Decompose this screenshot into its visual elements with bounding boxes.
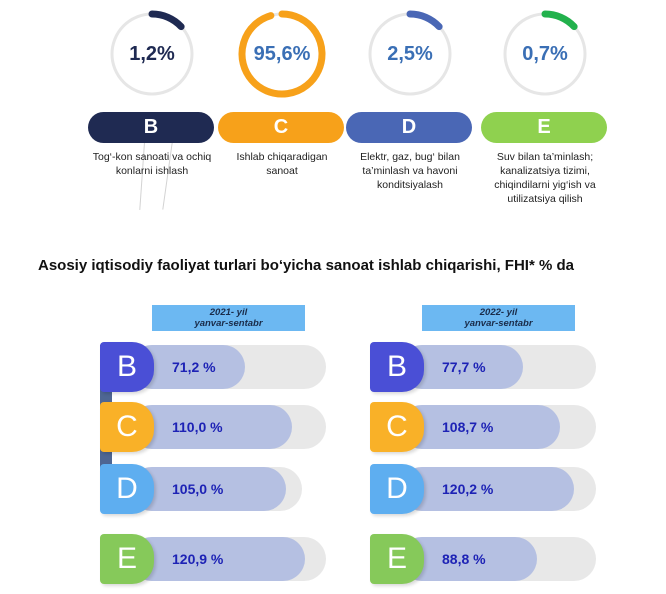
bar-row-e: E 88,8 %	[370, 534, 600, 584]
year-label: 2021- yil	[209, 307, 248, 318]
bar-row-e: E 120,9 %	[100, 534, 330, 584]
period-label: yanvar-sentabr	[194, 318, 263, 329]
category-badge-c: C	[370, 402, 424, 452]
donut-ring-e	[503, 10, 587, 96]
chart-2022: 2022- yil yanvar-sentabr B 77,7 % C 108,…	[370, 305, 610, 594]
bar-row-d: D 120,2 %	[370, 464, 600, 514]
section-description: Tog‘-kon sanoati va ochiq konlarni ishla…	[92, 151, 212, 177]
category-badge-c: C	[100, 402, 154, 452]
bar-value-label: 71,2 %	[172, 359, 216, 375]
year-label: 2022- yil	[479, 307, 518, 318]
share-value: 0,7%	[522, 42, 568, 65]
bar-fill-c	[400, 405, 560, 449]
section-pill-d: D	[346, 112, 472, 143]
bar-value-label: 88,8 %	[442, 551, 486, 567]
bar-row-b: B 77,7 %	[370, 342, 600, 392]
bar-row-b: B 71,2 %	[100, 342, 330, 392]
category-badge-b: B	[100, 342, 154, 392]
chart-2021: 2021- yil yanvar-sentabr B 71,2 % C 110,…	[100, 305, 340, 594]
bar-value-label: 108,7 %	[442, 419, 494, 435]
share-value: 95,6%	[253, 42, 311, 65]
section-pill-e: E	[481, 112, 607, 143]
section-description: Elektr, gaz, bug‘ bilan ta’minlash va ha…	[360, 151, 460, 191]
donut-ring-d	[368, 10, 452, 96]
indicator-d: 2,5% D Elektr, gaz, bug‘ bilan ta’minlas…	[346, 0, 474, 210]
chart-title: Asosiy iqtisodiy faoliyat turlari bo‘yic…	[38, 257, 574, 274]
year-header: 2022- yil yanvar-sentabr	[422, 305, 575, 331]
section-pill-c: C	[218, 112, 344, 143]
section-description: Ishlab chiqaradigan sanoat	[236, 151, 328, 177]
category-badge-d: D	[100, 464, 154, 514]
bar-value-label: 120,9 %	[172, 551, 224, 567]
bar-value-label: 77,7 %	[442, 359, 486, 375]
bar-value-label: 105,0 %	[172, 481, 224, 497]
donut-ring-c	[238, 10, 326, 98]
indicator-b: 1,2% B Tog‘-kon sanoati va ochiq konlarn…	[88, 0, 216, 210]
share-value: 2,5%	[387, 42, 433, 65]
category-badge-e: E	[100, 534, 154, 584]
bar-value-label: 110,0 %	[172, 419, 223, 435]
bar-fill-d	[130, 467, 286, 511]
year-header: 2021- yil yanvar-sentabr	[152, 305, 305, 331]
donut-ring-b	[110, 10, 194, 96]
section-description: Suv bilan ta’minlash; kanalizatsiya tizi…	[494, 151, 596, 205]
industry-share-panel: 1,2% B Tog‘-kon sanoati va ochiq konlarn…	[0, 0, 666, 210]
bar-fill-e	[130, 537, 305, 581]
bar-value-label: 120,2 %	[442, 481, 494, 497]
bar-row-c: C 110,0 %	[100, 402, 330, 452]
bar-fill-d	[400, 467, 574, 511]
indicator-c: 95,6% C Ishlab chiqaradigan sanoat	[218, 0, 346, 210]
category-badge-e: E	[370, 534, 424, 584]
indicator-e: 0,7% E Suv bilan ta’minlash; kanalizatsi…	[481, 0, 609, 210]
category-badge-b: B	[370, 342, 424, 392]
bar-row-d: D 105,0 %	[100, 464, 330, 514]
section-pill-b: B	[88, 112, 214, 143]
bar-row-c: C 108,7 %	[370, 402, 600, 452]
share-value: 1,2%	[129, 42, 175, 65]
category-badge-d: D	[370, 464, 424, 514]
period-label: yanvar-sentabr	[464, 318, 533, 329]
bar-fill-c	[130, 405, 292, 449]
